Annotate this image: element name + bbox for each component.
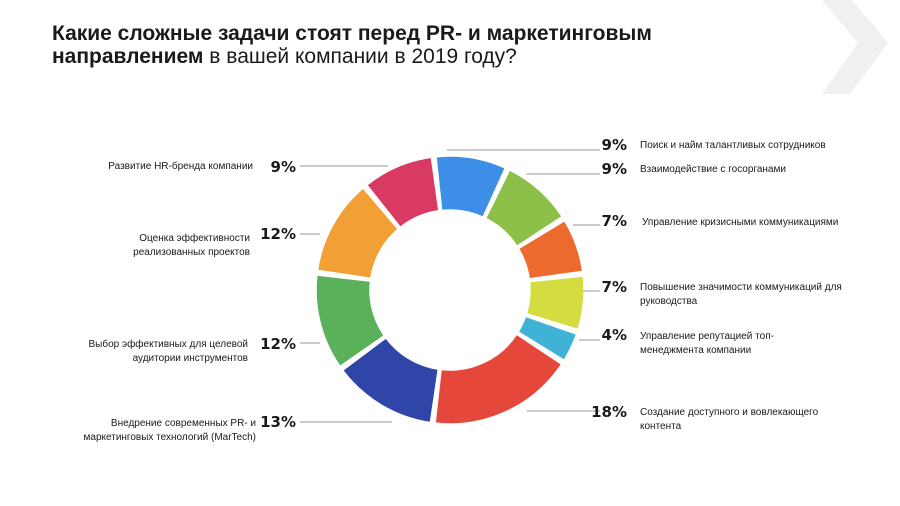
donut-slice [484, 168, 564, 248]
slice-category-label: Внедрение современных PR- и [111, 418, 256, 429]
donut-slice [316, 186, 400, 280]
title-light-part: в вашей компании в 2019 году? [203, 45, 517, 68]
slice-percent-label: 9% [602, 160, 627, 178]
donut-slice [517, 315, 578, 362]
slice-category-label: Взаимодействие с госорганами [640, 164, 786, 175]
slice-category-label: Управление кризисными коммуникациями [642, 217, 838, 228]
donut-slice [315, 274, 386, 368]
donut-slice [434, 333, 563, 425]
slice-percent-label: 9% [602, 136, 627, 154]
donut-slice [341, 336, 440, 424]
slice-percent-label: 9% [271, 158, 296, 176]
slice-category-label: Повышение значимости коммуникаций для [640, 282, 842, 293]
donut-slice [365, 156, 440, 229]
brand-chevron-icon [822, 0, 888, 94]
slice-category-label: руководства [640, 296, 698, 307]
slice-percent-label: 7% [602, 278, 627, 296]
slice-percent-label: 18% [591, 403, 627, 421]
slice-category-label: Создание доступного и вовлекающего [640, 407, 819, 418]
slice-percent-label: 4% [602, 326, 627, 344]
slice-category-label: реализованных проектов [133, 247, 250, 258]
donut-slice [517, 219, 584, 280]
slice-category-label: маркетинговых технологий (MarTech) [84, 432, 256, 443]
slice-category-label: Управление репутацией топ- [640, 331, 774, 342]
slice-category-label: Развитие HR-бренда компании [108, 160, 253, 172]
slice-percent-label: 7% [602, 212, 627, 230]
slice-category-label: аудитории инструментов [133, 353, 248, 364]
slice-percent-label: 12% [260, 225, 296, 243]
title-bold-part: направлением [52, 45, 204, 68]
chart-title: Какие сложные задачи стоят перед PR- и м… [52, 22, 772, 68]
slice-category-label: менеджмента компании [640, 345, 751, 356]
slice-category-label: Выбор эффективных для целевой [88, 338, 248, 350]
title-line1: Какие сложные задачи стоят перед PR- и м… [52, 22, 652, 45]
slice-percent-label: 13% [260, 413, 296, 431]
slice-category-label: Оценка эффективности [139, 232, 250, 244]
slice-category-label: Поиск и найм талантливых сотрудников [640, 140, 826, 151]
donut-slice [435, 155, 507, 219]
slice-category-label: контента [640, 421, 682, 432]
donut-slice [525, 275, 585, 331]
slice-percent-label: 12% [260, 335, 296, 353]
